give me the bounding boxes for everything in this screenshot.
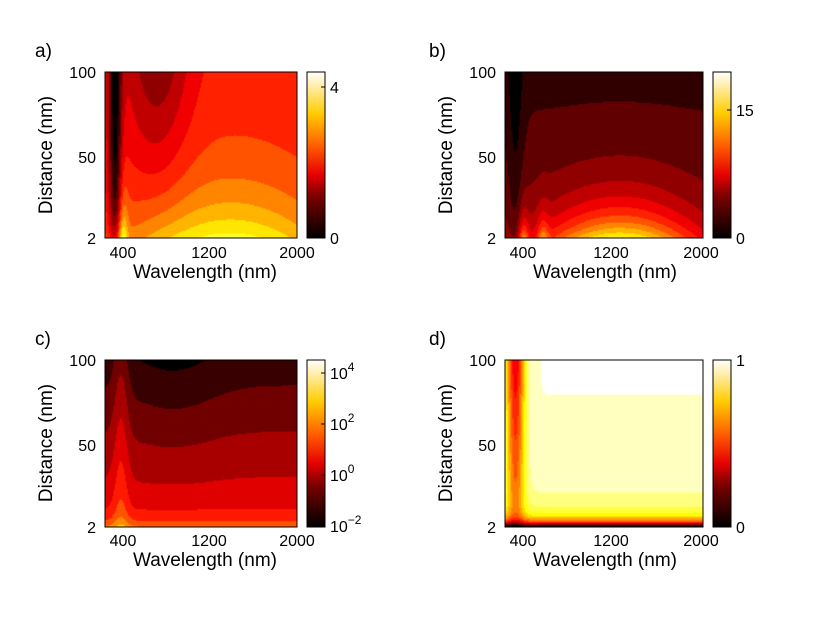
x-tick-label: 400 bbox=[110, 533, 137, 550]
tick-base: 10 bbox=[330, 468, 348, 485]
colorbar: 1 0 bbox=[712, 353, 745, 537]
colorbar-gradient bbox=[306, 71, 326, 239]
colorbar-tick-log: 104 bbox=[321, 360, 355, 383]
y-axis-label: Distance (nm) bbox=[436, 96, 457, 214]
colorbar-tick-log: 102 bbox=[321, 411, 355, 434]
colorbar-tick-label: 0 bbox=[736, 520, 745, 537]
tick-base: 10 bbox=[330, 366, 348, 383]
colorbar: 104 102 100 10−2 bbox=[306, 359, 362, 536]
colorbar: 15 0 bbox=[712, 71, 754, 248]
y-axis: 2 50 100 Distance (nm) bbox=[436, 65, 506, 248]
y-axis-label: Distance (nm) bbox=[36, 96, 57, 214]
colorbar-tick-log: 10−2 bbox=[330, 513, 362, 536]
x-tick-label: 400 bbox=[510, 533, 537, 550]
y-tick-label: 2 bbox=[87, 231, 96, 248]
y-tick-label: 2 bbox=[87, 520, 96, 537]
panel-label: a) bbox=[35, 41, 52, 62]
x-axis-label: Wavelength (nm) bbox=[533, 550, 677, 571]
colorbar-gradient bbox=[712, 71, 732, 239]
panel-d: d) 2 50 100 Distance (nm) 400 1200 2000 … bbox=[429, 329, 745, 571]
x-tick-label: 400 bbox=[110, 245, 137, 262]
x-axis: 400 1200 2000 Wavelength (nm) bbox=[505, 237, 719, 283]
colorbar-tick-label: 10−2 bbox=[330, 513, 362, 536]
x-tick-label: 1200 bbox=[191, 533, 227, 550]
panel-b: b) 2 50 100 Distance (nm) 400 1200 2000 … bbox=[429, 41, 754, 283]
y-tick-label: 100 bbox=[69, 353, 96, 370]
x-axis-label: Wavelength (nm) bbox=[133, 262, 277, 283]
x-axis: 400 1200 2000 Wavelength (nm) bbox=[105, 237, 315, 283]
x-tick-label: 2000 bbox=[683, 533, 719, 550]
x-tick-label: 2000 bbox=[279, 245, 315, 262]
colorbar: 4 0 bbox=[306, 71, 339, 248]
x-axis-label: Wavelength (nm) bbox=[533, 262, 677, 283]
y-tick-label: 50 bbox=[78, 438, 96, 455]
colorbar-tick-label: 4 bbox=[330, 80, 339, 97]
tick-exponent: 2 bbox=[348, 411, 355, 425]
colorbar-tick-label: 15 bbox=[736, 103, 754, 120]
colorbar-tick-label: 100 bbox=[330, 462, 355, 485]
heatmap-area bbox=[104, 71, 298, 239]
colorbar-tick-label: 1 bbox=[736, 353, 745, 370]
heatmap-image bbox=[105, 360, 297, 527]
x-tick-label: 2000 bbox=[683, 245, 719, 262]
x-axis: 400 1200 2000 Wavelength (nm) bbox=[505, 526, 719, 571]
y-axis: 2 50 100 Distance (nm) bbox=[436, 353, 506, 537]
y-axis-label: Distance (nm) bbox=[436, 384, 457, 502]
heatmap-image bbox=[505, 360, 703, 527]
x-tick-label: 1200 bbox=[191, 245, 227, 262]
y-axis-label: Distance (nm) bbox=[36, 384, 57, 502]
colorbar-gradient bbox=[306, 359, 326, 528]
tick-exponent: 0 bbox=[348, 462, 355, 476]
tick-exponent: −2 bbox=[348, 513, 362, 527]
tick-base: 10 bbox=[330, 519, 348, 536]
y-tick-label: 100 bbox=[69, 65, 96, 82]
y-tick-label: 100 bbox=[469, 65, 496, 82]
heatmap-area bbox=[104, 359, 298, 528]
x-tick-label: 2000 bbox=[279, 533, 315, 550]
y-tick-label: 2 bbox=[487, 520, 496, 537]
heatmap-area bbox=[504, 71, 704, 239]
x-tick-label: 400 bbox=[510, 245, 537, 262]
colorbar-gradient bbox=[712, 359, 732, 528]
colorbar-tick-log: 100 bbox=[321, 462, 355, 485]
x-tick-label: 1200 bbox=[593, 533, 629, 550]
y-tick-label: 50 bbox=[78, 150, 96, 167]
panel-label: b) bbox=[429, 41, 446, 62]
y-axis: 2 50 100 Distance (nm) bbox=[36, 65, 106, 248]
colorbar-tick-label: 102 bbox=[330, 411, 355, 434]
y-tick-label: 2 bbox=[487, 231, 496, 248]
panel-label: c) bbox=[35, 329, 51, 350]
tick-base: 10 bbox=[330, 417, 348, 434]
panel-label: d) bbox=[429, 329, 446, 350]
heatmap-image bbox=[105, 72, 297, 238]
colorbar-tick-label: 0 bbox=[330, 231, 339, 248]
heatmap-area bbox=[504, 359, 704, 528]
x-tick-label: 1200 bbox=[593, 245, 629, 262]
colorbar-tick-label: 0 bbox=[736, 231, 745, 248]
y-tick-label: 50 bbox=[478, 150, 496, 167]
x-axis-label: Wavelength (nm) bbox=[133, 550, 277, 571]
x-axis: 400 1200 2000 Wavelength (nm) bbox=[105, 526, 315, 571]
y-tick-label: 100 bbox=[469, 353, 496, 370]
colorbar-tick-label: 104 bbox=[330, 360, 355, 383]
panel-c: c) 2 50 100 Distance (nm) 400 1200 2000 … bbox=[35, 329, 362, 571]
y-axis: 2 50 100 Distance (nm) bbox=[36, 353, 106, 537]
y-tick-label: 50 bbox=[478, 438, 496, 455]
heatmap-image bbox=[505, 72, 703, 238]
panel-a: a) 2 50 100 Distance (nm) 400 1200 2000 … bbox=[35, 41, 339, 283]
tick-exponent: 4 bbox=[348, 360, 355, 374]
